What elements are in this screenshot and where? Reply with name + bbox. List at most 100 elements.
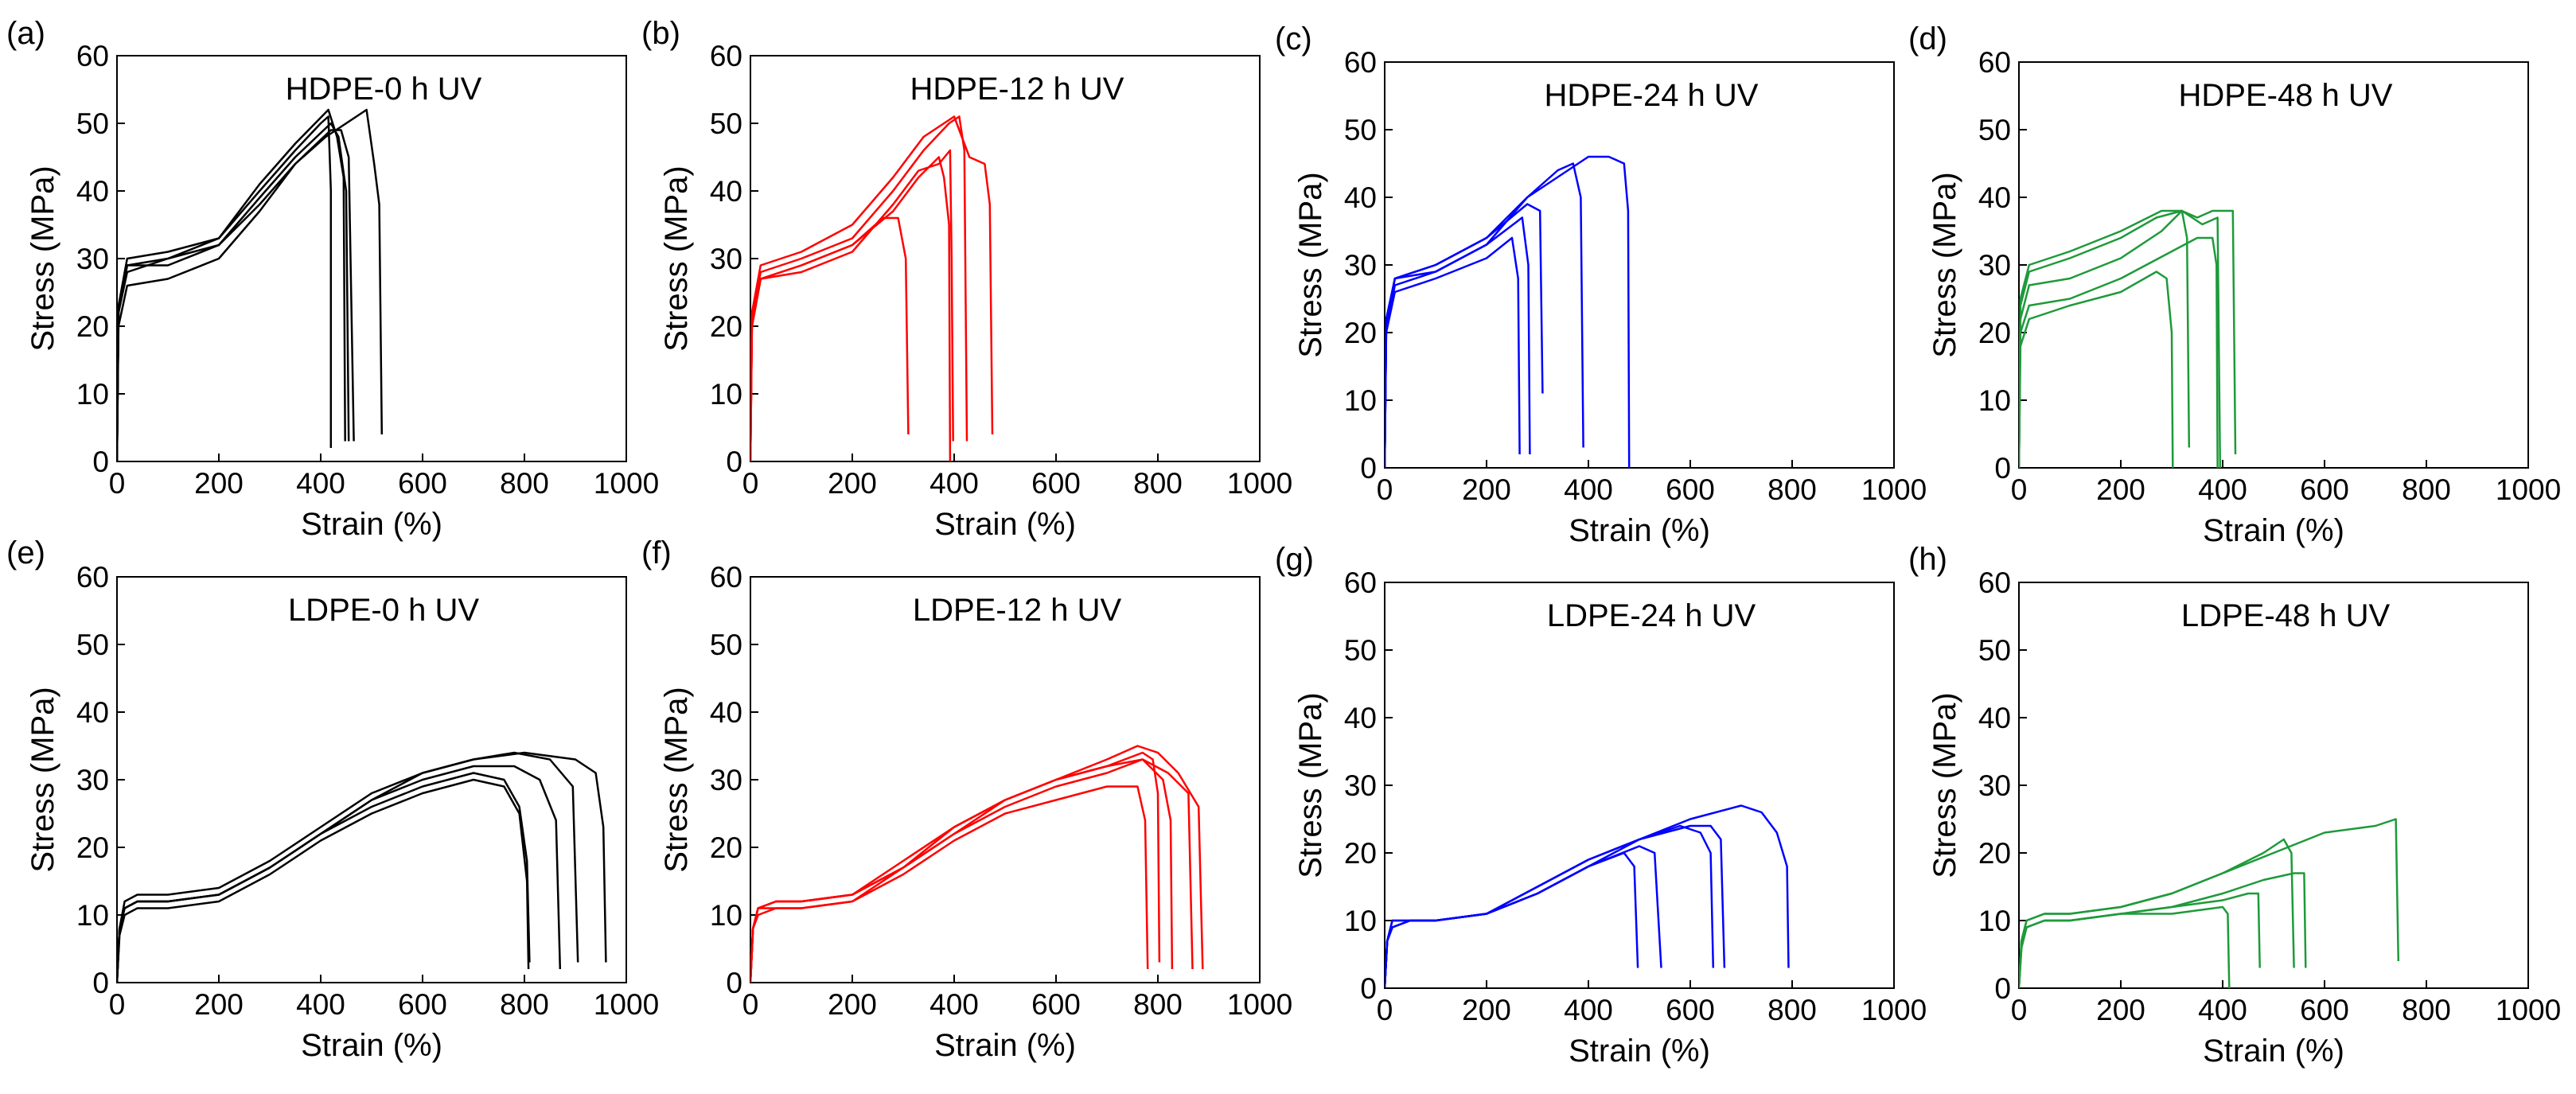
x-axis-title: Strain (%) — [2203, 1034, 2344, 1069]
x-tick-label: 400 — [929, 988, 979, 1021]
y-tick-label: 60 — [76, 561, 109, 594]
y-tick-label: 40 — [710, 175, 742, 208]
x-tick-label: 1000 — [1861, 994, 1927, 1026]
y-tick-label: 40 — [710, 696, 742, 729]
series-line — [1385, 155, 1631, 468]
x-tick-label: 400 — [2198, 473, 2247, 506]
y-tick-label: 60 — [1344, 46, 1377, 79]
y-axis-title: Stress (MPa) — [1293, 692, 1328, 878]
x-tick-label: 600 — [2300, 473, 2349, 506]
series-line — [750, 758, 1194, 983]
series-line — [1385, 845, 1662, 988]
series-line — [750, 785, 1149, 983]
y-tick-label: 10 — [1344, 384, 1377, 417]
series-line — [2019, 872, 2307, 988]
y-tick-label: 50 — [1978, 634, 2011, 667]
y-tick-label: 0 — [726, 967, 742, 999]
x-tick-label: 0 — [109, 988, 126, 1021]
y-axis-title: Stress (MPa) — [1293, 172, 1328, 357]
y-tick-label: 0 — [1994, 972, 2011, 1005]
y-tick-label: 30 — [1344, 249, 1377, 282]
series-line — [1385, 824, 1715, 988]
x-tick-label: 600 — [1666, 994, 1715, 1026]
plot-frame — [116, 576, 627, 983]
x-tick-label: 200 — [828, 988, 877, 1021]
chart-panel-d: 0 200 400 600 800 1000 0 10 20 30 40 50 60 Strain (%)… — [1908, 21, 2561, 548]
x-tick-label: 400 — [296, 467, 345, 500]
x-axis-title: Strain (%) — [301, 507, 442, 542]
y-tick-label: 20 — [710, 831, 742, 864]
x-tick-label: 400 — [1564, 473, 1613, 506]
x-tick-label: 200 — [2096, 473, 2145, 506]
panel-letter: (c) — [1275, 21, 1312, 56]
x-tick-label: 1000 — [594, 988, 659, 1021]
series-group — [117, 108, 384, 461]
x-tick-label: 1000 — [1861, 473, 1927, 506]
series-group — [1385, 804, 1790, 988]
series-line — [750, 751, 1161, 983]
y-tick-label: 20 — [1344, 317, 1377, 349]
plot-frame — [2018, 582, 2529, 989]
series-line — [117, 115, 333, 461]
x-tick-label: 800 — [500, 467, 549, 500]
x-tick-label: 400 — [1564, 994, 1613, 1026]
y-tick-label: 60 — [1978, 46, 2011, 79]
y-axis-title: Stress (MPa) — [25, 165, 60, 351]
series-line — [750, 156, 952, 461]
chart-panel-e: 0 200 400 600 800 1000 0 10 20 30 40 50 60 Strain (%)… — [6, 535, 659, 1063]
plot-frame — [1384, 582, 1895, 989]
y-tick-label: 10 — [710, 378, 742, 411]
series-line — [1385, 162, 1584, 468]
panel-letter: (e) — [6, 535, 45, 570]
y-axis-title: Stress (MPa) — [659, 165, 694, 351]
y-axis-title: Stress (MPa) — [1927, 172, 1962, 357]
x-tick-label: 800 — [500, 988, 549, 1021]
series-line — [117, 772, 531, 983]
y-tick-label: 40 — [76, 175, 109, 208]
y-tick-label: 40 — [1978, 702, 2011, 734]
x-tick-label: 0 — [2011, 994, 2028, 1026]
x-axis-title: Strain (%) — [2203, 513, 2344, 548]
y-axis-title: Stress (MPa) — [1927, 692, 1962, 878]
x-tick-label: 800 — [1767, 473, 1817, 506]
x-tick-label: 1000 — [2496, 473, 2561, 506]
chart-panel-h: 0 200 400 600 800 1000 0 10 20 30 40 50 60 Strain (%)… — [1908, 542, 2561, 1069]
x-tick-label: 600 — [398, 988, 447, 1021]
series-line — [117, 778, 530, 983]
panel-letter: (f) — [641, 535, 672, 570]
plot-frame — [2018, 61, 2529, 469]
x-tick-label: 200 — [2096, 994, 2145, 1026]
x-tick-label: 0 — [109, 467, 126, 500]
series-line — [2019, 236, 2219, 468]
series-group — [1385, 155, 1631, 468]
panel-title: LDPE-12 h UV — [913, 593, 1122, 628]
chart-panel-b: 0 200 400 600 800 1000 0 10 20 30 40 50 60 Strain (%)… — [641, 16, 1292, 542]
y-tick-label: 10 — [710, 899, 742, 932]
y-tick-label: 50 — [76, 107, 109, 140]
y-tick-label: 0 — [92, 446, 109, 478]
x-tick-label: 600 — [1031, 467, 1081, 500]
x-tick-label: 0 — [742, 988, 759, 1021]
chart-panel-c: 0 200 400 600 800 1000 0 10 20 30 40 50 60 Strain (%)… — [1275, 21, 1927, 548]
y-axis-title: Stress (MPa) — [659, 687, 694, 872]
y-tick-label: 30 — [76, 764, 109, 796]
x-tick-label: 400 — [929, 467, 979, 500]
x-tick-label: 1000 — [1227, 467, 1292, 500]
x-axis-title: Strain (%) — [934, 507, 1076, 542]
y-tick-label: 20 — [1978, 837, 2011, 870]
panel-title: HDPE-24 h UV — [1545, 78, 1759, 113]
y-tick-label: 20 — [76, 310, 109, 343]
series-line — [117, 765, 562, 983]
y-tick-label: 30 — [1978, 769, 2011, 802]
series-group — [2019, 818, 2400, 988]
y-tick-label: 50 — [76, 629, 109, 661]
series-line — [117, 122, 350, 461]
panel-title: HDPE-12 h UV — [910, 72, 1124, 107]
y-tick-label: 50 — [1344, 634, 1377, 667]
y-tick-label: 60 — [710, 40, 742, 72]
x-tick-label: 200 — [1462, 994, 1511, 1026]
series-line — [750, 115, 968, 461]
y-tick-label: 40 — [1344, 702, 1377, 734]
series-group — [750, 745, 1204, 983]
